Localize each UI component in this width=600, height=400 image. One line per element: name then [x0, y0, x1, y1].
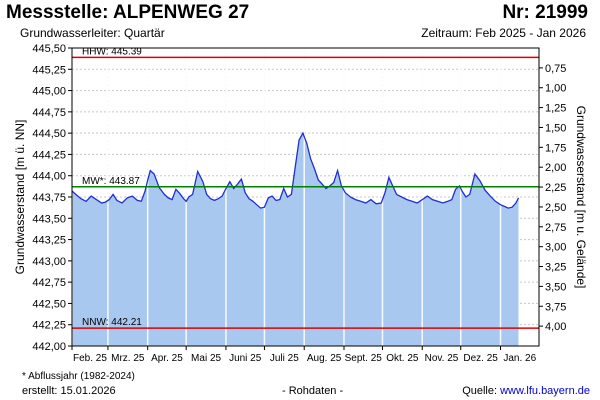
y-tick-label: 442,25: [32, 320, 66, 332]
period-label: Zeitraum: Feb 2025 - Jan 2026: [421, 26, 586, 40]
station-number: Nr: 21999: [502, 2, 588, 23]
y2-tick-label: 3,50: [545, 281, 566, 293]
y-tick-label: 443,00: [32, 256, 66, 268]
x-tick-label: Okt. 25: [386, 353, 419, 364]
y2-tick-label: 3,75: [545, 301, 566, 313]
y2-tick-label: 2,50: [545, 202, 566, 214]
aquifer-label: Grundwasserleiter: Quartär: [20, 26, 165, 40]
y-tick-label: 444,00: [32, 171, 66, 183]
y2-tick-label: 4,00: [545, 321, 566, 333]
y2-tick-label: 2,75: [545, 222, 566, 234]
reference-line-layer: HHW: 445.39 MW*: 443.87 NNW: 442.21: [72, 46, 539, 329]
y2-tick-label: 3,00: [545, 242, 566, 254]
x-axis: Feb. 25 Mrz. 25 Apr. 25 Mai 25 Juni 25 Juli 2…: [71, 346, 537, 364]
source-info: Quelle: www.lfu.bayern.de: [462, 385, 590, 397]
x-tick-label: Dez. 25: [463, 353, 498, 364]
hhw-label: HHW: 445.39: [82, 46, 142, 57]
y-tick-label: 442,75: [32, 277, 66, 289]
x-tick-label: Feb. 25: [73, 353, 107, 364]
water-level-line: [71, 131, 520, 209]
source-link[interactable]: www.lfu.bayern.de: [500, 385, 590, 397]
raw-data-note: - Rohdaten -: [282, 385, 344, 397]
x-tick-label: Sept. 25: [345, 353, 383, 364]
y2-axis-label: Grundwasserstand [m u. Gelände]: [574, 106, 588, 289]
area-layer: [72, 133, 519, 346]
y2-tick-label: 1,75: [545, 142, 566, 154]
footnote: * Abflussjahr (1982-2024): [22, 371, 135, 382]
y-tick-label: 445,50: [32, 43, 66, 55]
y-tick-label: 442,00: [32, 341, 66, 353]
y-tick-label: 443,25: [32, 235, 66, 247]
y-tick-label: 442,50: [32, 298, 66, 310]
mw-label: MW*: 443.87: [82, 176, 140, 187]
y-tick-label: 443,50: [32, 213, 66, 225]
y-tick-label: 443,75: [32, 192, 66, 204]
x-tick-label: Apr. 25: [151, 353, 183, 364]
y2-tick-label: 3,25: [545, 262, 566, 274]
y-tick-label: 444,50: [32, 128, 66, 140]
y-axis-label: Grundwasserstand [m ü. NN]: [13, 120, 27, 275]
x-tick-label: Mrz. 25: [111, 353, 145, 364]
x-tick-label: Aug. 25: [307, 353, 342, 364]
y2-tick-label: 1,25: [545, 103, 566, 115]
y-tick-label: 445,25: [32, 64, 66, 76]
y-tick-label: 444,75: [32, 107, 66, 119]
x-tick-label: Juli 25: [270, 353, 299, 364]
y2-tick-label: 0,75: [545, 63, 566, 75]
water-level-area: [72, 133, 519, 346]
x-tick-label: Nov. 25: [425, 353, 459, 364]
y2-tick-label: 1,00: [545, 83, 566, 95]
x-tick-label: Juni 25: [229, 353, 262, 364]
x-tick-label: Mai 25: [191, 353, 221, 364]
line-layer: [71, 131, 520, 209]
right-axis: 0,75 1,00 1,25 1,50 1,75 2,00 2,25 2,50 2,75 3,00…: [539, 63, 566, 333]
created-date: erstellt: 15.01.2026: [22, 385, 116, 397]
y2-tick-label: 2,25: [545, 182, 566, 194]
y2-tick-label: 2,00: [545, 162, 566, 174]
x-tick-label: Jan. 26: [503, 353, 536, 364]
y2-tick-label: 1,50: [545, 122, 566, 134]
source-label: Quelle:: [462, 385, 498, 397]
station-title: Messstelle: ALPENWEG 27: [6, 2, 250, 23]
nnw-label: NNW: 442.21: [82, 317, 142, 328]
y-tick-label: 444,25: [32, 149, 66, 161]
left-axis: 445,50 445,25 445,00 444,75 444,50 444,25 444,…: [32, 43, 72, 353]
y-tick-label: 445,00: [32, 86, 66, 98]
